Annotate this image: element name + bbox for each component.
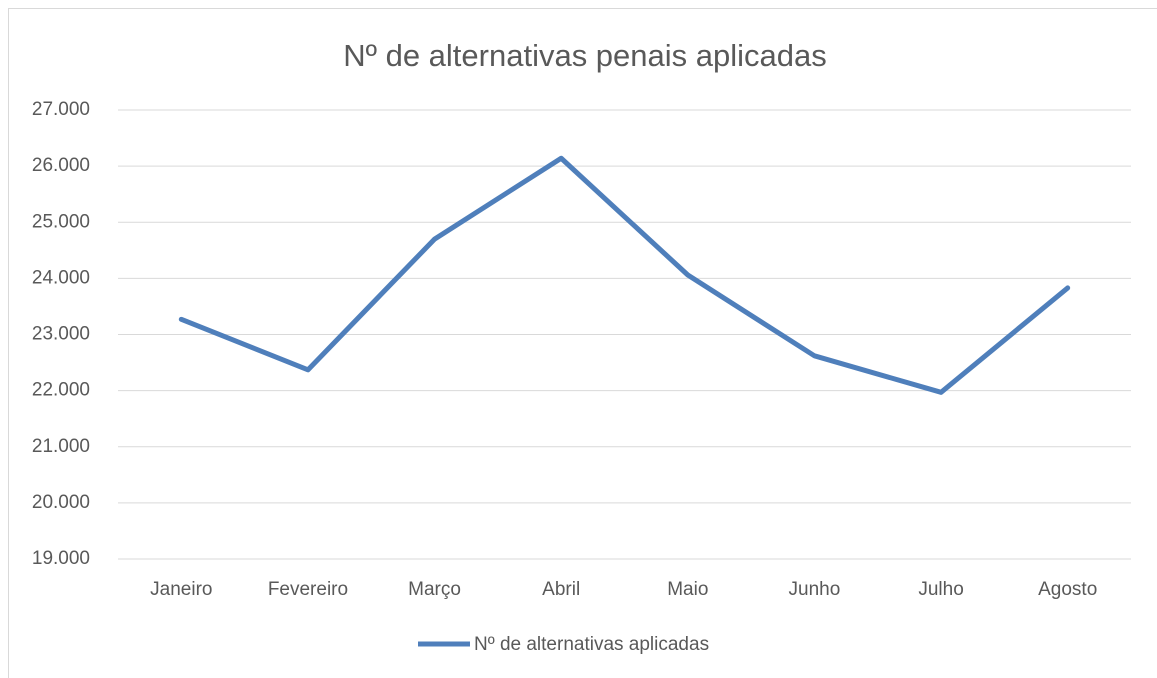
- y-tick-label: 23.000: [32, 324, 90, 345]
- x-tick-label: Janeiro: [150, 579, 212, 600]
- legend-label: Nº de alternativas aplicadas: [474, 634, 709, 655]
- chart-title: Nº de alternativas penais aplicadas: [343, 38, 827, 73]
- y-tick-label: 21.000: [32, 436, 90, 457]
- x-tick-label: Abril: [542, 579, 580, 600]
- data-line: [178, 155, 1071, 395]
- chart-border: [8, 8, 1157, 678]
- y-tick-label: 25.000: [32, 211, 90, 232]
- y-tick-label: 22.000: [32, 380, 90, 401]
- y-tick-label: 26.000: [32, 155, 90, 176]
- y-tick-label: 24.000: [32, 267, 90, 288]
- x-tick-label: Maio: [667, 579, 708, 600]
- y-tick-label: 19.000: [32, 548, 90, 569]
- x-tick-label: Julho: [918, 579, 963, 600]
- y-tick-label: 27.000: [32, 99, 90, 120]
- x-tick-label: Junho: [789, 579, 841, 600]
- x-tick-label: Agosto: [1038, 579, 1097, 600]
- x-tick-label: Fevereiro: [268, 579, 348, 600]
- y-tick-label: 20.000: [32, 492, 90, 513]
- x-tick-label: Março: [408, 579, 461, 600]
